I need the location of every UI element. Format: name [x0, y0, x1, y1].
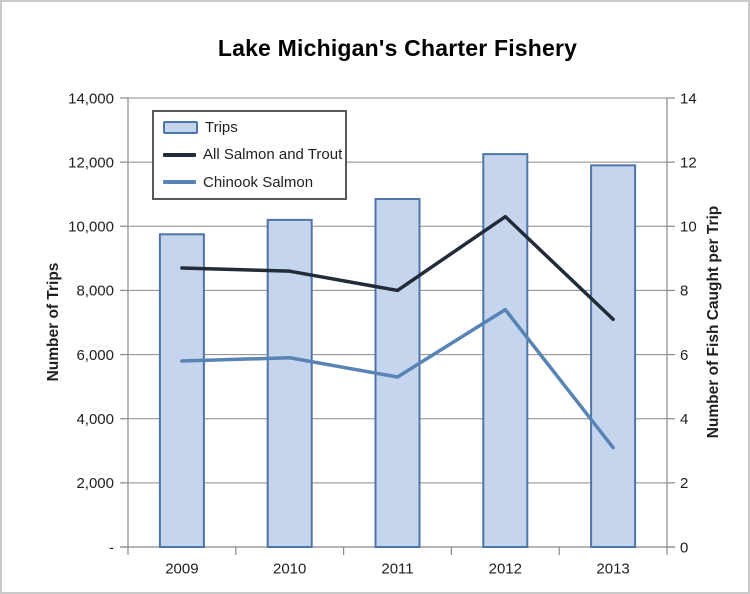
bar-2009	[158, 233, 205, 549]
legend-label-all-salmon-and-trout: All Salmon and Trout	[203, 146, 343, 164]
x-axis-category-label: 2011	[381, 560, 413, 577]
x-axis-category-label: 2009	[165, 560, 198, 577]
trips-bar-swatch-icon	[163, 121, 198, 135]
legend-item-chinook-salmon: Chinook Salmon	[163, 174, 345, 191]
bar-2012	[482, 153, 529, 548]
legend-label-trips: Trips	[205, 119, 238, 137]
left-axis-title: Number of Trips	[45, 262, 62, 382]
chinook-line-swatch-icon	[163, 180, 196, 185]
line-series-all-salmon-and-trout	[180, 214, 615, 322]
right-axis-tick-label: 12	[680, 154, 697, 171]
right-axis-tick-label: 4	[680, 411, 688, 428]
legend-item-trips: Trips	[163, 119, 345, 136]
right-axis-tick-label: 6	[680, 347, 688, 364]
left-axis-tick-label: 8,000	[76, 283, 114, 300]
left-axis-tick-label: 4,000	[76, 411, 114, 428]
bar-2013	[590, 164, 637, 548]
right-axis-tick-label: 2	[680, 475, 688, 492]
right-axis-tick-label: 8	[680, 283, 688, 300]
left-axis-tick-label: 6,000	[76, 347, 114, 364]
all-salmon-line-swatch-icon	[163, 152, 196, 157]
legend-item-all-salmon-and-trout: All Salmon and Trout	[163, 146, 345, 163]
legend: Trips All Salmon and Trout Chinook Salmo…	[152, 110, 347, 200]
right-axis-tick-label: 0	[680, 539, 688, 556]
left-axis-tick-label: 10,000	[68, 219, 114, 236]
bar-2010	[266, 218, 313, 548]
left-axis-tick-label: 12,000	[68, 154, 114, 171]
x-axis-category-label: 2013	[596, 560, 629, 577]
legend-label-chinook-salmon: Chinook Salmon	[203, 173, 314, 191]
left-axis-tick-label: -	[109, 539, 114, 556]
right-axis-title: Number of Fish Caught per Trip	[705, 205, 722, 439]
line-series-chinook-salmon	[180, 307, 615, 450]
x-axis-category-label: 2010	[273, 560, 306, 577]
x-axis-category-label: 2012	[489, 560, 522, 577]
right-axis-tick-label: 10	[680, 219, 697, 236]
left-axis-tick-label: 14,000	[68, 90, 114, 107]
chart-title: Lake Michigan's Charter Fishery	[217, 35, 578, 61]
left-axis-tick-label: 2,000	[76, 475, 114, 492]
right-axis-tick-label: 14	[680, 90, 697, 107]
